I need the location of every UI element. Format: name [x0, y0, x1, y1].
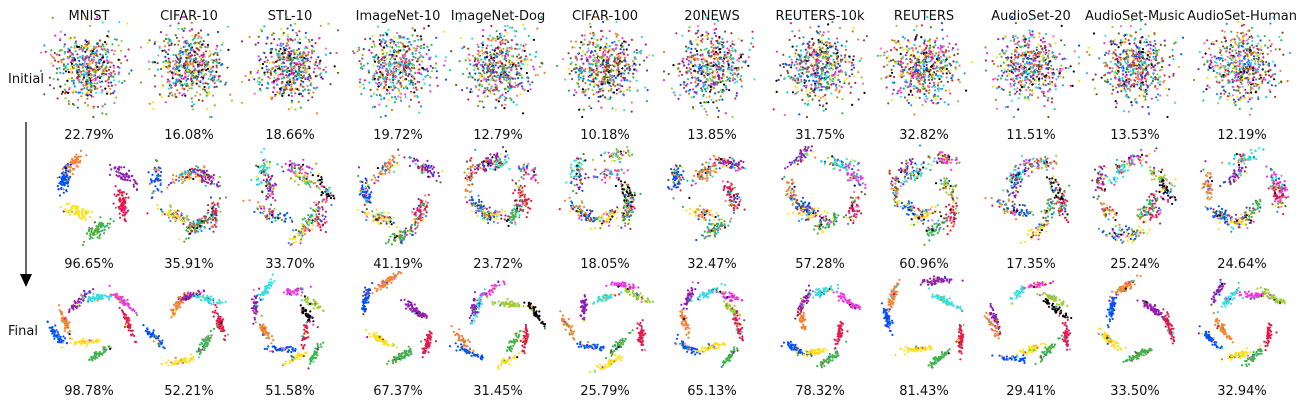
tsne-plot — [140, 16, 233, 118]
tsne-plot — [559, 146, 642, 230]
accuracy-label: 24.64% — [1217, 257, 1267, 272]
accuracy-label: 12.79% — [473, 128, 523, 143]
accuracy-label: 25.79% — [580, 384, 630, 399]
accuracy-label: 25.24% — [1110, 257, 1160, 272]
tsne-plot — [556, 16, 654, 118]
tsne-plot — [781, 284, 861, 369]
tsne-plot — [1200, 147, 1289, 233]
accuracy-label: 16.08% — [164, 128, 214, 143]
accuracy-label: 10.18% — [580, 128, 630, 143]
accuracy-label: 35.91% — [164, 257, 214, 272]
tsne-plot — [881, 275, 965, 368]
accuracy-label: 67.37% — [373, 384, 423, 399]
tsne-plot — [57, 150, 138, 246]
accuracy-label: 13.85% — [687, 128, 737, 143]
accuracy-label: 19.72% — [373, 128, 423, 143]
accuracy-label: 41.19% — [373, 257, 423, 272]
accuracy-label: 32.47% — [687, 257, 737, 272]
tsne-plot — [40, 16, 133, 118]
accuracy-label: 60.96% — [899, 257, 949, 272]
tsne-plot — [1193, 16, 1291, 115]
accuracy-label: 11.51% — [1006, 128, 1056, 143]
accuracy-label: 57.28% — [795, 257, 845, 272]
tsne-plot — [559, 281, 654, 373]
tsne-plot — [146, 159, 227, 243]
tsne-plot — [242, 148, 335, 246]
accuracy-label: 29.41% — [1006, 384, 1056, 399]
tsne-plot — [984, 16, 1080, 118]
accuracy-label: 51.58% — [265, 384, 315, 399]
tsne-plot — [773, 18, 868, 119]
accuracy-label: 18.05% — [580, 257, 630, 272]
tsne-plot — [449, 16, 546, 115]
tsne-plot — [674, 281, 745, 368]
tsne-plot — [663, 16, 756, 118]
tsne-plot — [142, 289, 229, 366]
tsne-plot — [449, 280, 546, 369]
tsne-plot — [361, 271, 437, 365]
accuracy-label: 13.53% — [1110, 128, 1160, 143]
tsne-plot — [357, 149, 444, 246]
tsne-plot — [888, 144, 960, 246]
accuracy-label: 31.75% — [795, 128, 845, 143]
accuracy-label: 33.50% — [1110, 384, 1160, 399]
accuracy-label: 81.43% — [899, 384, 949, 399]
accuracy-label: 33.70% — [265, 257, 315, 272]
tsne-plot — [667, 155, 746, 241]
accuracy-label: 52.21% — [164, 384, 214, 399]
tsne-plot — [1097, 275, 1175, 363]
tsne-plot — [984, 281, 1073, 366]
accuracy-label: 65.13% — [687, 384, 737, 399]
tsne-plot — [1086, 18, 1184, 118]
accuracy-label: 32.94% — [1217, 384, 1267, 399]
accuracy-label: 96.65% — [64, 257, 114, 272]
tsne-plot — [47, 285, 138, 362]
accuracy-label: 32.82% — [899, 128, 949, 143]
tsne-plot — [781, 145, 866, 234]
tsne-plot — [464, 146, 540, 227]
tsne-plot — [984, 155, 1070, 244]
accuracy-label: 98.78% — [64, 384, 114, 399]
accuracy-label: 17.35% — [1006, 257, 1056, 272]
accuracy-label: 18.66% — [265, 128, 315, 143]
accuracy-label: 12.19% — [1217, 128, 1267, 143]
tsne-plot — [352, 25, 447, 118]
accuracy-label: 22.79% — [64, 128, 114, 143]
tsne-plot — [251, 274, 325, 370]
tsne-plot — [241, 16, 339, 115]
accuracy-label: 78.32% — [795, 384, 845, 399]
accuracy-label: 31.45% — [473, 384, 523, 399]
tsne-plot — [1091, 147, 1176, 244]
tsne-plot — [1198, 279, 1286, 367]
tsne-plot — [877, 16, 973, 116]
accuracy-label: 23.72% — [473, 257, 523, 272]
